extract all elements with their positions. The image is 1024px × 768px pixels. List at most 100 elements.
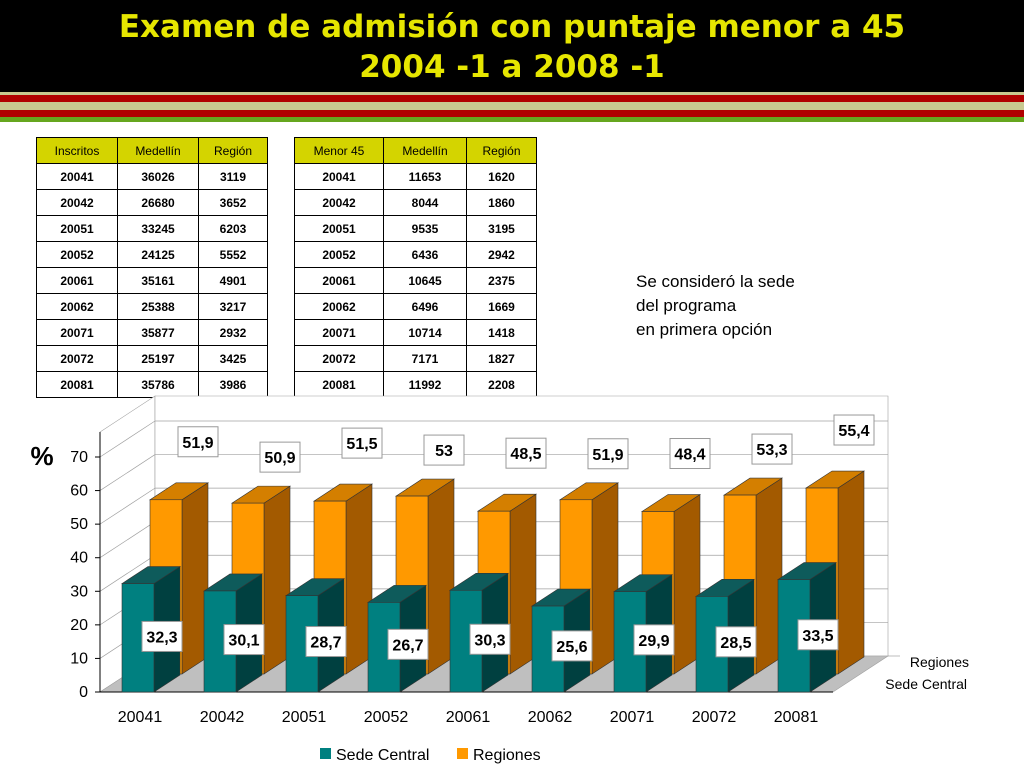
- table-row: 20061 35161 4901: [36, 267, 268, 294]
- table-cell: 2942: [466, 241, 537, 268]
- x-tick-label: 20041: [118, 709, 163, 726]
- regiones-data-label-box: [341, 427, 383, 459]
- regiones-data-label: 53: [435, 443, 453, 460]
- regiones-data-label: 50,9: [264, 450, 295, 467]
- sede-central-data-label-box: [223, 624, 265, 656]
- table-cell: 1860: [466, 189, 537, 216]
- regiones-data-label: 48,4: [674, 447, 705, 464]
- sede-central-data-label: 28,7: [310, 635, 341, 652]
- table-row: 20042 26680 3652: [36, 189, 268, 216]
- y-tick-label: 10: [70, 650, 88, 667]
- sede-central-data-label-box: [305, 626, 347, 658]
- x-tick-label: 20071: [610, 709, 655, 726]
- sede-central-data-label: 25,6: [556, 639, 587, 656]
- note-line: Se consideró la sede: [636, 272, 795, 291]
- table-header-row: Menor 45 Medellín Región: [294, 137, 537, 164]
- table-cell: 11992: [383, 371, 467, 398]
- inscritos-table: Inscritos Medellín Región 20041 36026 3119…: [36, 137, 268, 398]
- divider-khaki-middle: [0, 102, 1024, 110]
- divider-green: [0, 117, 1024, 122]
- menor45-table: Menor 45 Medellín Región 20041 11653 1620 2…: [294, 137, 537, 398]
- table-cell: 1418: [466, 319, 537, 346]
- slide-title: Examen de admisión con puntaje menor a 4…: [118, 9, 906, 45]
- x-tick-label: 20072: [692, 709, 737, 726]
- gridline: [99, 521, 156, 559]
- regiones-data-label-box: [505, 437, 547, 469]
- regiones-data-label-box: [423, 434, 465, 466]
- depth-label-regiones: Regiones: [910, 654, 969, 670]
- sede-central-data-label: 32,3: [146, 629, 177, 646]
- note-line: del programa: [636, 296, 737, 315]
- y-tick-label: 50: [70, 516, 88, 533]
- regiones-data-label-box: [587, 438, 629, 470]
- table-row: 20041 11653 1620: [294, 163, 537, 190]
- legend-swatch-sede-central: [320, 748, 331, 759]
- sede-central-data-label-box: [715, 626, 757, 658]
- table-cell: 20062: [36, 293, 118, 320]
- table-cell: 20072: [294, 345, 384, 372]
- gridline: [99, 487, 156, 525]
- regiones-bar-side: [837, 470, 865, 675]
- divider-red-bottom: [0, 110, 1024, 117]
- divider-red-top: [0, 95, 1024, 102]
- sede-central-data-label: 33,5: [802, 628, 833, 645]
- column-header: Medellín: [383, 137, 467, 164]
- x-tick-label: 20081: [774, 709, 819, 726]
- table-row: 20072 25197 3425: [36, 345, 268, 372]
- table-cell: 11653: [383, 163, 467, 190]
- sede-central-data-label: 30,1: [228, 633, 259, 650]
- regiones-data-label: 51,9: [182, 435, 213, 452]
- y-tick-label: 40: [70, 550, 88, 567]
- table-cell: 35786: [117, 371, 199, 398]
- table-cell: 35161: [117, 267, 199, 294]
- table-cell: 20051: [294, 215, 384, 242]
- divider-khaki-top: [0, 92, 1024, 95]
- table-cell: 20041: [36, 163, 118, 190]
- slide-subtitle: 2004 -1 a 2008 -1: [359, 49, 665, 85]
- regiones-data-label: 53,3: [756, 442, 787, 459]
- regiones-data-label-box: [833, 414, 875, 446]
- legend-label-sede-central: Sede Central: [336, 747, 429, 764]
- legend-label-regiones: Regiones: [473, 747, 541, 764]
- gridline: [99, 554, 156, 592]
- sede-central-data-label-box: [633, 624, 675, 656]
- x-tick-label: 20052: [364, 709, 409, 726]
- table-cell: 20061: [36, 267, 118, 294]
- table-row: 20062 6496 1669: [294, 293, 537, 320]
- sede-central-data-label: 26,7: [392, 637, 423, 654]
- table-cell: 20081: [294, 371, 384, 398]
- table-cell: 20052: [36, 241, 118, 268]
- table-cell: 20041: [294, 163, 384, 190]
- legend-swatch-regiones: [457, 748, 468, 759]
- y-tick-label: 30: [70, 583, 88, 600]
- table-cell: 3986: [198, 371, 268, 398]
- table-row: 20071 35877 2932: [36, 319, 268, 346]
- y-tick-label: 60: [70, 483, 88, 500]
- sede-central-data-label-box: [797, 619, 839, 651]
- sede-central-data-label: 29,9: [638, 633, 669, 650]
- regiones-data-label: 48,5: [510, 446, 541, 463]
- x-tick-label: 20062: [528, 709, 573, 726]
- depth-label-sede-central: Sede Central: [885, 676, 967, 692]
- regiones-data-label-box: [751, 433, 793, 465]
- sede-central-data-label: 30,3: [474, 632, 505, 649]
- sede-central-data-label-box: [469, 623, 511, 655]
- regiones-data-label: 55,4: [838, 423, 869, 440]
- table-header-row: Inscritos Medellín Región: [36, 137, 268, 164]
- regiones-data-label-box: [669, 438, 711, 470]
- sede-central-data-label-box: [387, 628, 429, 660]
- table-row: 20051 9535 3195: [294, 215, 537, 242]
- y-axis-label: %: [30, 441, 53, 471]
- table-cell: 20062: [294, 293, 384, 320]
- table-cell: 25197: [117, 345, 199, 372]
- regiones-data-label: 51,5: [346, 436, 377, 453]
- column-header: Región: [466, 137, 537, 164]
- y-tick-label: 20: [70, 617, 88, 634]
- table-row: 20042 8044 1860: [294, 189, 537, 216]
- table-cell: 10714: [383, 319, 467, 346]
- table-cell: 20042: [36, 189, 118, 216]
- table-cell: 7171: [383, 345, 467, 372]
- column-header: Menor 45: [294, 137, 384, 164]
- sede-central-data-label-box: [551, 630, 593, 662]
